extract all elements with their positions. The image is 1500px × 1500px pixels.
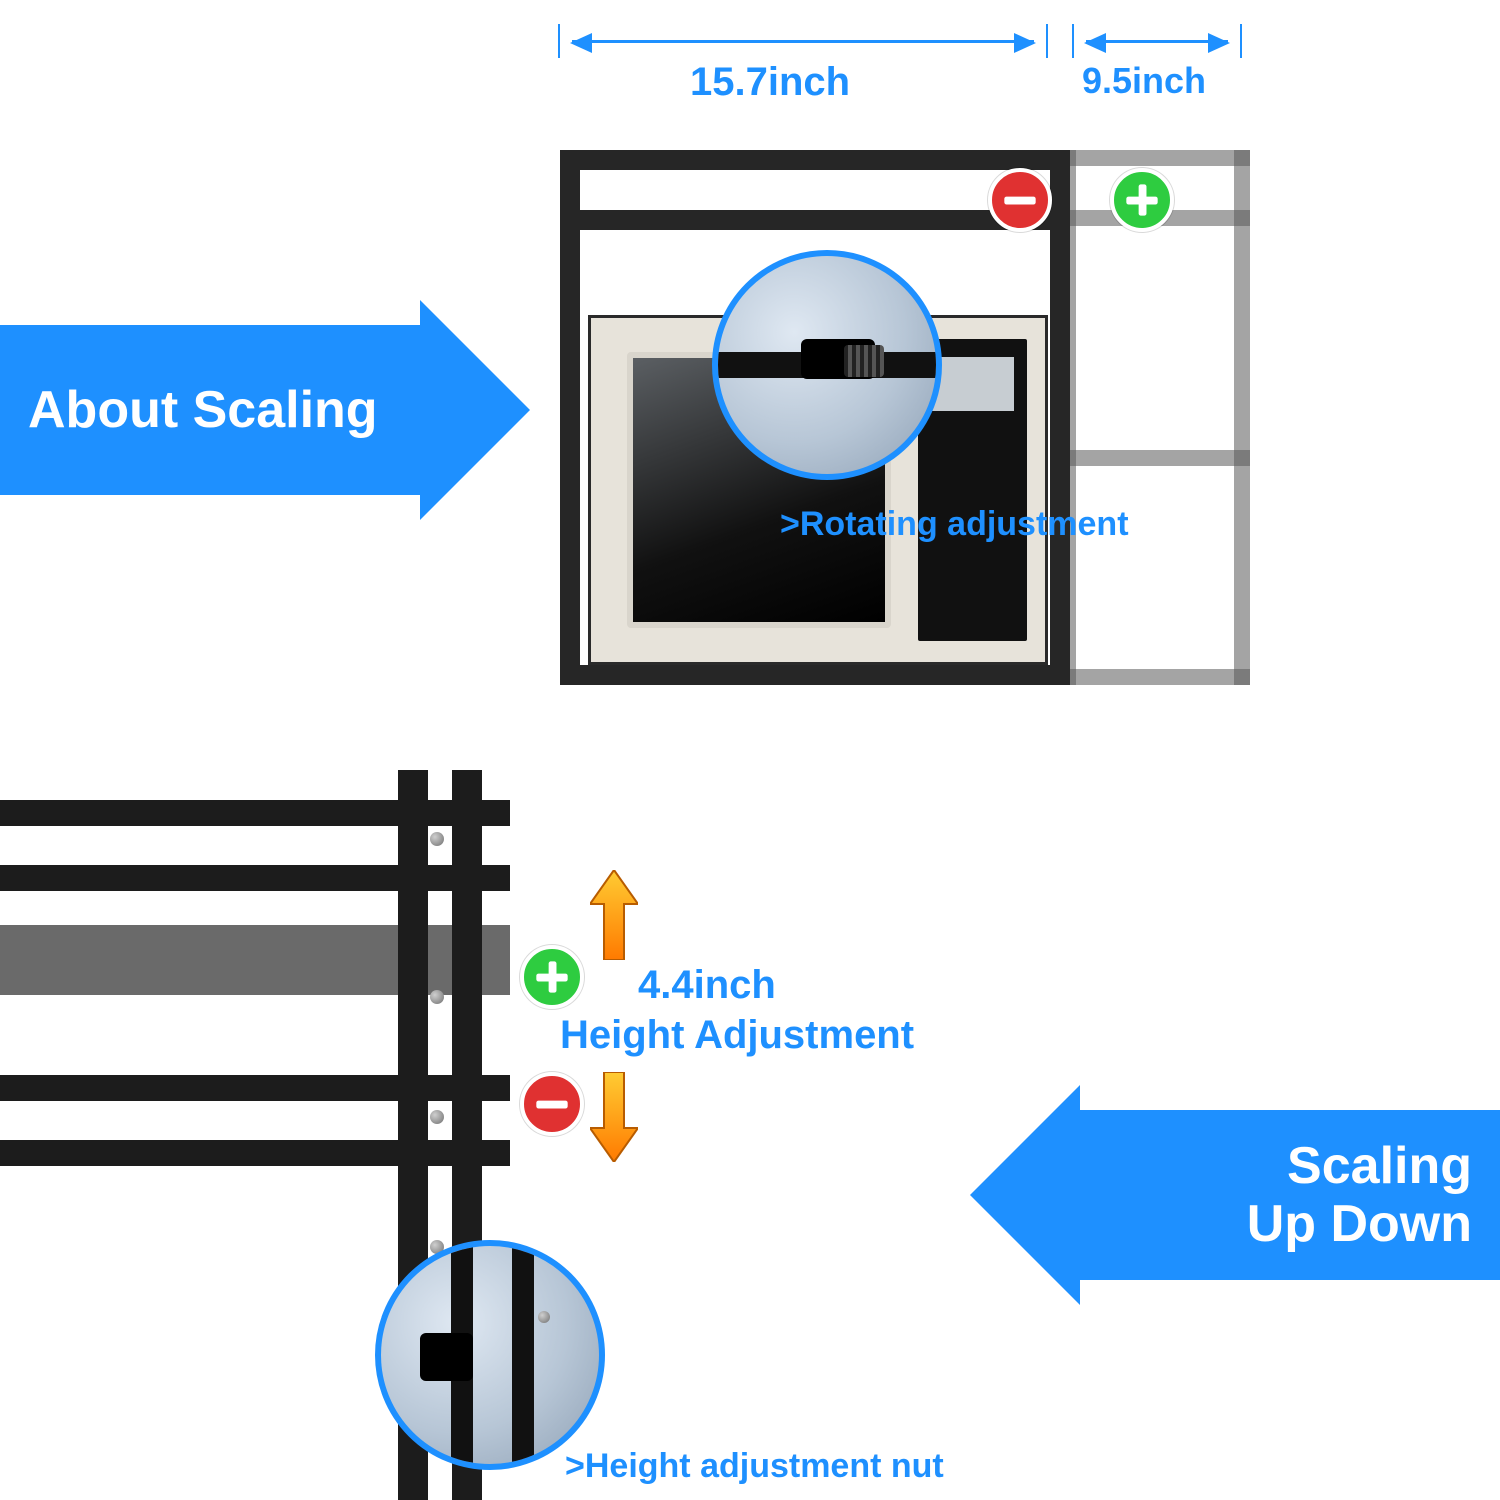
nut-annotation: >Height adjustment nut (565, 1445, 944, 1488)
height-label: Height Adjustment (560, 1010, 914, 1060)
rotating-annotation: >Rotating adjustment (780, 503, 1129, 546)
zoom-rotating-mechanism (712, 250, 942, 480)
scaling-line2: Up Down (1247, 1195, 1472, 1253)
minus-icon (988, 168, 1052, 232)
scaling-line1: Scaling (1287, 1137, 1472, 1195)
height-value: 4.4inch (638, 960, 776, 1010)
up-arrow-icon (590, 870, 638, 960)
down-arrow-icon (590, 1072, 638, 1162)
zoom-height-nut (375, 1240, 605, 1470)
scaling-up-down-callout: Scaling Up Down (970, 1085, 1500, 1305)
dim-label-main: 15.7inch (690, 60, 850, 105)
plus-icon (520, 945, 584, 1009)
about-scaling-callout: About Scaling (0, 300, 530, 520)
rack-extension-ghost (1060, 150, 1250, 685)
dim-label-ext: 9.5inch (1082, 60, 1206, 102)
scaling-up-down-text: Scaling Up Down (1247, 1137, 1472, 1253)
about-scaling-text: About Scaling (28, 381, 378, 439)
plus-icon (1110, 168, 1174, 232)
minus-icon (520, 1072, 584, 1136)
